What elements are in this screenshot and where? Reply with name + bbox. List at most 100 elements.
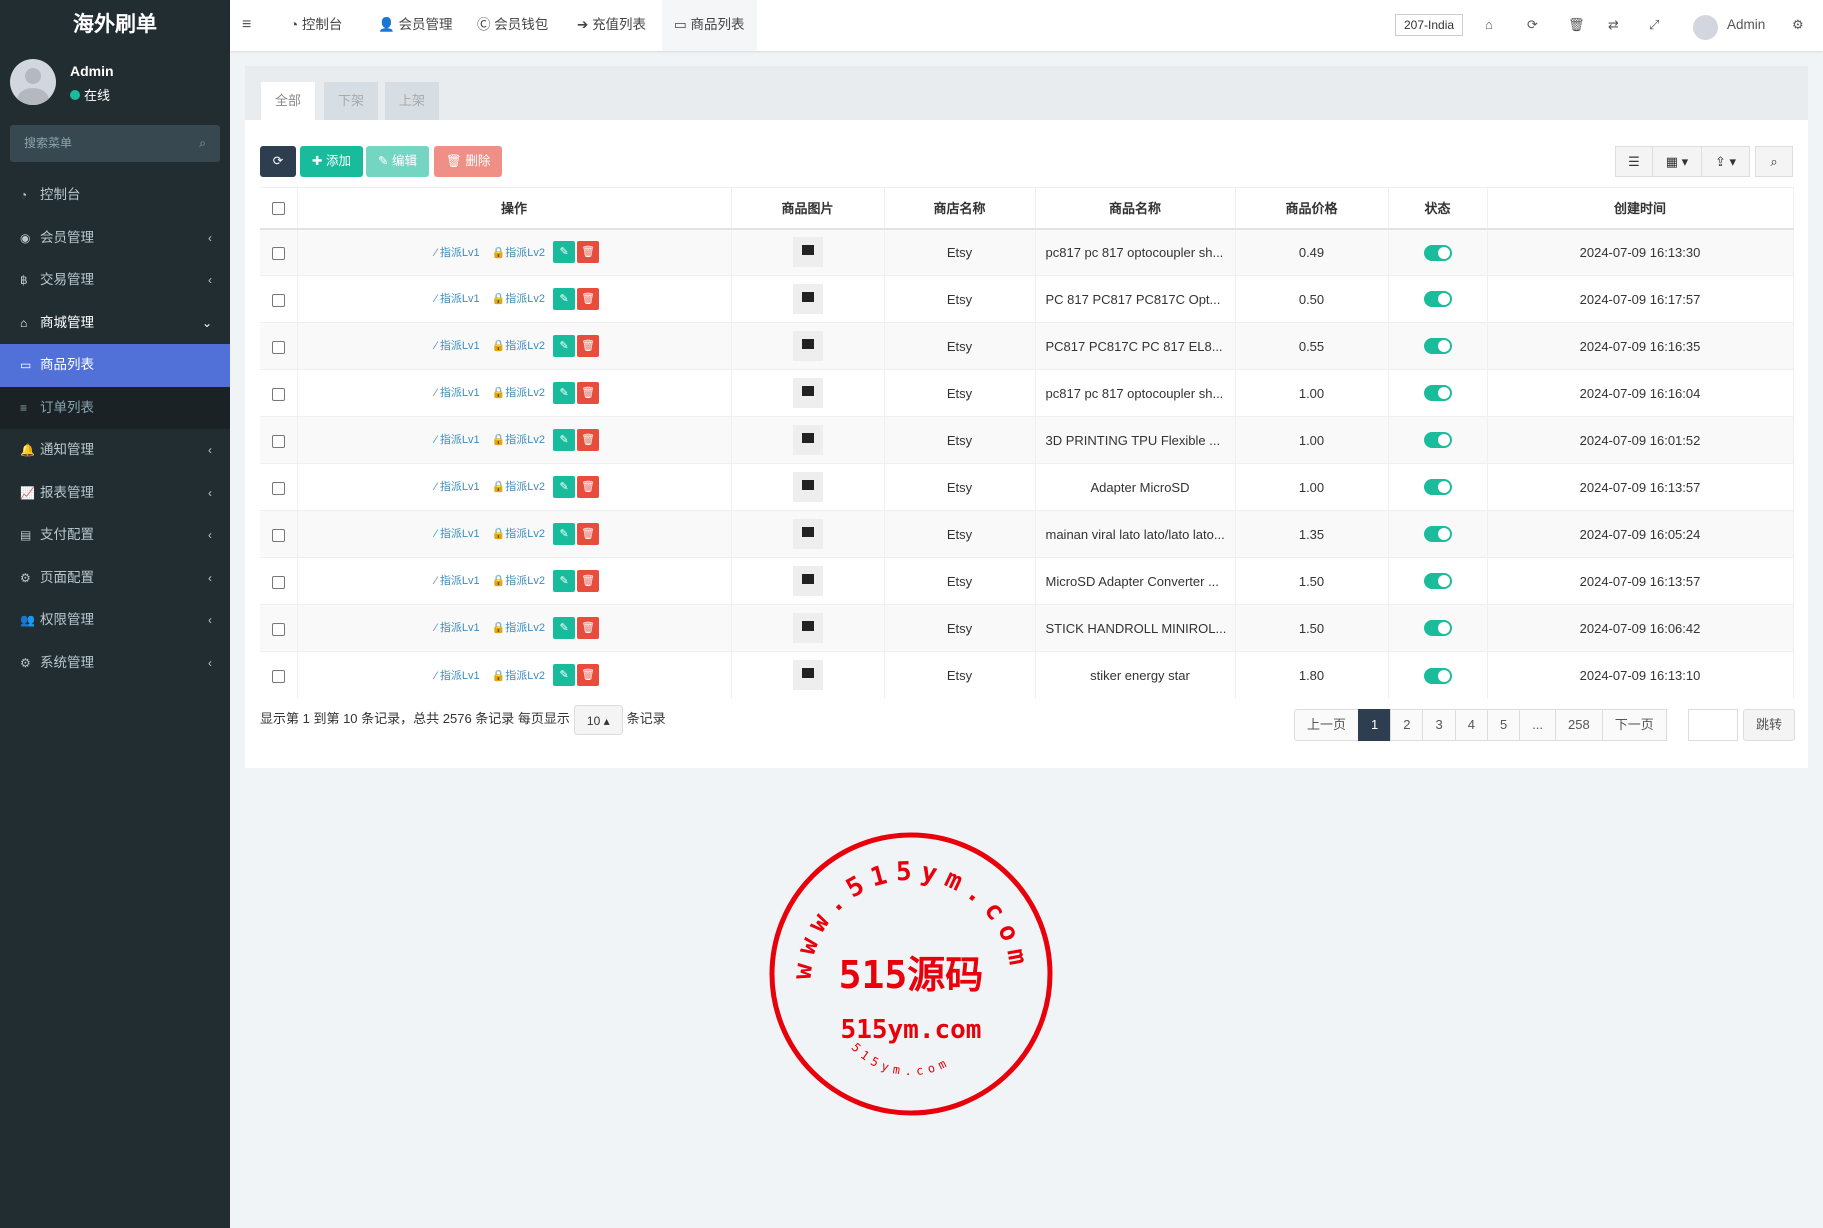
refresh-icon[interactable]: ⟳ (1527, 17, 1538, 32)
product-image[interactable] (792, 378, 823, 408)
home-icon[interactable]: ⌂ (1485, 17, 1493, 32)
assign-lv1-link[interactable]: ⁄ 指派Lv1 (434, 387, 480, 400)
delete-row-button[interactable]: 🗑 (577, 335, 600, 357)
assign-lv2-link[interactable]: 🔒指派Lv2 (491, 575, 546, 588)
edit-row-button[interactable]: ✎ (553, 523, 576, 545)
page-button[interactable]: 2 (1390, 709, 1424, 741)
row-checkbox[interactable] (271, 387, 285, 401)
page-button[interactable]: 下一页 (1601, 709, 1667, 741)
delete-row-button[interactable]: 🗑 (577, 288, 600, 310)
status-toggle[interactable] (1423, 291, 1452, 308)
row-checkbox[interactable] (271, 246, 285, 260)
delete-row-button[interactable]: 🗑 (577, 382, 600, 404)
add-button[interactable]: ✚ 添加 (300, 146, 363, 177)
column-header[interactable]: 创建时间 (1487, 187, 1794, 230)
row-checkbox[interactable] (271, 669, 285, 683)
assign-lv1-link[interactable]: ⁄ 指派Lv1 (434, 434, 480, 447)
header-tab-3[interactable]: ➔ 充值列表 (577, 17, 647, 32)
assign-lv2-link[interactable]: 🔒指派Lv2 (491, 246, 546, 259)
assign-lv2-link[interactable]: 🔒指派Lv2 (491, 528, 546, 541)
status-toggle[interactable] (1423, 385, 1452, 402)
sidebar-item-2[interactable]: ฿ 交易管理 ‹ (0, 259, 230, 302)
row-checkbox[interactable] (271, 340, 285, 354)
select-all-checkbox[interactable] (260, 187, 298, 230)
export-button[interactable]: ⇪ ▾ (1701, 146, 1750, 177)
delete-row-button[interactable]: 🗑 (577, 241, 600, 264)
row-checkbox[interactable] (271, 481, 285, 495)
page-button[interactable]: 258 (1555, 709, 1603, 741)
assign-lv1-link[interactable]: ⁄ 指派Lv1 (434, 575, 480, 588)
sidebar-item-6[interactable]: 🔔 通知管理 ‹ (0, 429, 230, 472)
edit-row-button[interactable]: ✎ (553, 429, 576, 451)
delete-row-button[interactable]: 🗑 (577, 570, 600, 592)
sidebar-item-7[interactable]: 📈 报表管理 ‹ (0, 472, 230, 515)
delete-row-button[interactable]: 🗑 (577, 476, 600, 498)
status-toggle[interactable] (1423, 244, 1452, 261)
refresh-button[interactable]: ⟳ (260, 146, 296, 177)
edit-row-button[interactable]: ✎ (553, 288, 576, 310)
page-button[interactable]: 上一页 (1294, 709, 1360, 741)
delete-row-button[interactable]: 🗑 (577, 429, 600, 451)
assign-lv2-link[interactable]: 🔒指派Lv2 (491, 669, 546, 682)
assign-lv2-link[interactable]: 🔒指派Lv2 (491, 622, 546, 635)
delete-button[interactable]: 🗑 删除 (434, 146, 503, 177)
columns-button[interactable]: ▦ ▾ (1652, 146, 1702, 177)
fullscreen-icon[interactable]: ⤢ (1649, 17, 1660, 32)
edit-row-button[interactable]: ✎ (553, 664, 576, 687)
page-button[interactable]: 5 (1486, 709, 1521, 741)
assign-lv1-link[interactable]: ⁄ 指派Lv1 (434, 669, 480, 682)
header-user-name[interactable]: Admin (1727, 17, 1766, 32)
sidebar-item-11[interactable]: ⚙ 系统管理 ‹ (0, 642, 230, 685)
header-tab-2[interactable]: Ⓒ 会员钱包 (477, 17, 549, 32)
sidebar-item-8[interactable]: ▤ 支付配置 ‹ (0, 514, 230, 557)
status-toggle[interactable] (1423, 620, 1452, 637)
sidebar-item-9[interactable]: ⚙ 页面配置 ‹ (0, 557, 230, 600)
status-toggle[interactable] (1423, 432, 1452, 449)
tab-on-shelf[interactable]: 上架 (385, 82, 440, 120)
region-selector[interactable]: 207-India (1395, 14, 1464, 36)
sidebar-item-3[interactable]: ⌂ 商城管理 ⌄ (0, 302, 230, 345)
product-image[interactable] (792, 566, 823, 596)
page-button[interactable]: ... (1519, 709, 1557, 741)
edit-row-button[interactable]: ✎ (553, 241, 576, 264)
assign-lv2-link[interactable]: 🔒指派Lv2 (491, 340, 546, 353)
jump-page-input[interactable] (1688, 709, 1738, 741)
header-tab-4[interactable]: ▭ 商品列表 (662, 0, 757, 51)
edit-row-button[interactable]: ✎ (553, 617, 576, 639)
sidebar-item-0[interactable]: ◔ 控制台 (0, 174, 230, 217)
header-avatar[interactable] (1693, 15, 1718, 40)
tab-all[interactable]: 全部 (261, 82, 316, 120)
sidebar-item-5[interactable]: ≡ 订单列表 (0, 386, 230, 429)
product-image[interactable] (792, 331, 823, 361)
assign-lv2-link[interactable]: 🔒指派Lv2 (491, 293, 546, 306)
assign-lv2-link[interactable]: 🔒指派Lv2 (491, 481, 546, 494)
cogs-icon[interactable]: ⚙ (1792, 17, 1804, 32)
assign-lv2-link[interactable]: 🔒指派Lv2 (491, 387, 546, 400)
product-image[interactable] (792, 660, 823, 691)
menu-search-input[interactable]: 搜索菜单 ⌕ (10, 125, 220, 162)
page-size-select[interactable]: 10 ▴ (573, 704, 623, 735)
search-button[interactable]: ⌕ (1755, 146, 1793, 177)
status-toggle[interactable] (1423, 667, 1452, 684)
sidebar-item-1[interactable]: ◉ 会员管理 ‹ (0, 217, 230, 260)
edit-row-button[interactable]: ✎ (553, 382, 576, 404)
assign-lv1-link[interactable]: ⁄ 指派Lv1 (434, 481, 480, 494)
product-image[interactable] (792, 425, 823, 455)
sidebar-item-4[interactable]: ▭ 商品列表 (0, 344, 230, 387)
tab-off-shelf[interactable]: 下架 (324, 82, 379, 120)
search-icon[interactable]: ⌕ (199, 136, 206, 150)
product-image[interactable] (792, 613, 823, 643)
assign-lv1-link[interactable]: ⁄ 指派Lv1 (434, 340, 480, 353)
assign-lv1-link[interactable]: ⁄ 指派Lv1 (434, 622, 480, 635)
menu-toggle-icon[interactable]: ≡ (242, 16, 252, 33)
assign-lv2-link[interactable]: 🔒指派Lv2 (491, 434, 546, 447)
sidebar-item-10[interactable]: 👥 权限管理 ‹ (0, 599, 230, 642)
product-image[interactable] (792, 237, 823, 268)
header-tab-1[interactable]: 👤 会员管理 (378, 17, 453, 32)
row-checkbox[interactable] (271, 434, 285, 448)
status-toggle[interactable] (1423, 479, 1452, 496)
row-checkbox[interactable] (271, 528, 285, 542)
jump-button[interactable]: 跳转 (1743, 709, 1796, 741)
row-checkbox[interactable] (271, 622, 285, 636)
status-toggle[interactable] (1423, 573, 1452, 590)
